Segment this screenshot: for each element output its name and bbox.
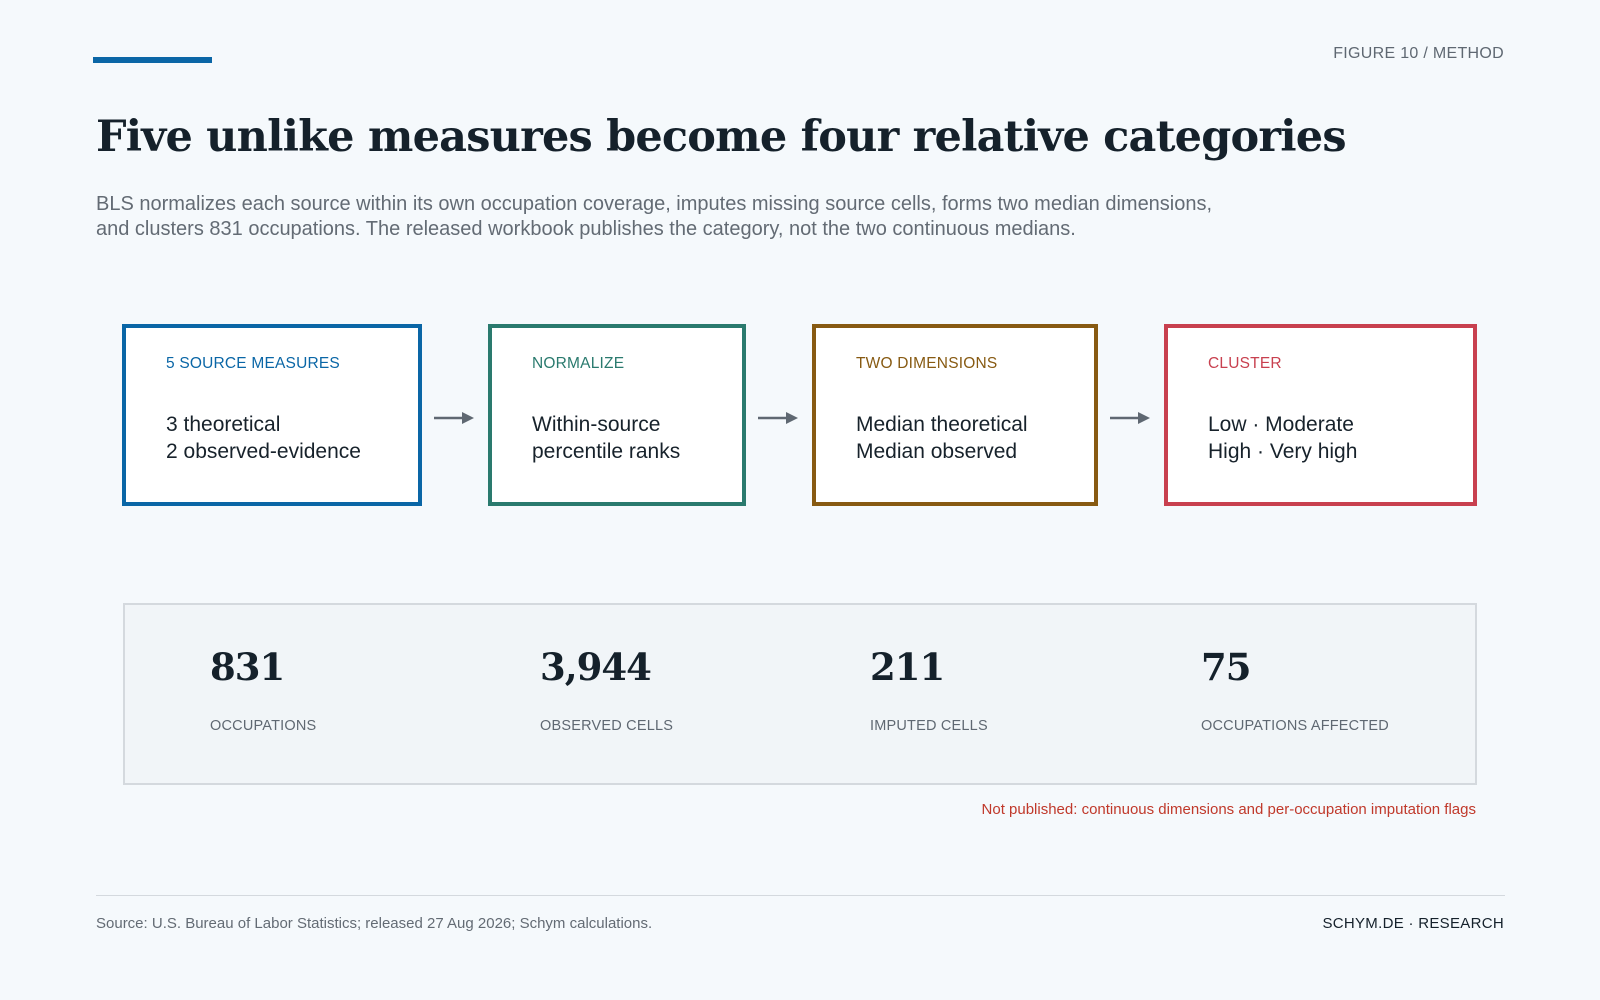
arrow-right-icon [758,412,798,424]
stat-occupations-affected: 75 OCCUPATIONS AFFECTED [1201,645,1389,734]
step-cluster: CLUSTER Low · Moderate High · Very high [1164,324,1477,506]
stats-panel: 831 OCCUPATIONS 3,944 OBSERVED CELLS 211… [123,603,1477,785]
footer-divider [96,895,1505,896]
step-source-measures: 5 SOURCE MEASURES 3 theoretical 2 observ… [122,324,422,506]
stat-label: OCCUPATIONS [210,718,317,734]
arrow-right-icon [434,412,474,424]
step-line: Median theoretical [856,413,1028,436]
unpublished-note: Not published: continuous dimensions and… [981,801,1476,818]
stat-value: 211 [870,645,945,689]
stat-label: IMPUTED CELLS [870,718,988,734]
step-line: Median observed [856,440,1018,463]
step-line: Within-source [532,413,661,436]
stat-value: 831 [210,645,285,689]
stat-label: OBSERVED CELLS [540,718,674,734]
step-two-dimensions: TWO DIMENSIONS Median theoretical Median… [812,324,1098,506]
stat-occupations: 831 OCCUPATIONS [210,645,316,734]
stat-observed-cells: 3,944 OBSERVED CELLS [540,645,673,734]
step-label: 5 SOURCE MEASURES [166,355,340,372]
figure-label: FIGURE 10 / METHOD [1333,45,1504,62]
step-line: 3 theoretical [166,413,281,436]
step-line: 2 observed-evidence [166,440,361,463]
page-subtitle: BLS normalizes each source within its ow… [96,193,1213,240]
step-line: Low · Moderate [1208,413,1354,436]
step-normalize: NORMALIZE Within-source percentile ranks [488,324,746,506]
step-line: High · Very high [1208,440,1358,463]
brand-label: SCHYM.DE · RESEARCH [1322,915,1504,932]
page-title: Five unlike measures become four relativ… [96,112,1347,162]
step-label: NORMALIZE [532,355,625,372]
stat-value: 3,944 [540,645,652,689]
step-label: CLUSTER [1208,355,1282,372]
stat-imputed-cells: 211 IMPUTED CELLS [870,645,988,734]
accent-bar [93,57,212,63]
stat-label: OCCUPATIONS AFFECTED [1201,718,1389,734]
step-line: percentile ranks [532,440,681,463]
source-note: Source: U.S. Bureau of Labor Statistics;… [96,915,653,932]
step-label: TWO DIMENSIONS [856,355,998,372]
arrow-right-icon [1110,412,1150,424]
stat-value: 75 [1201,645,1251,689]
